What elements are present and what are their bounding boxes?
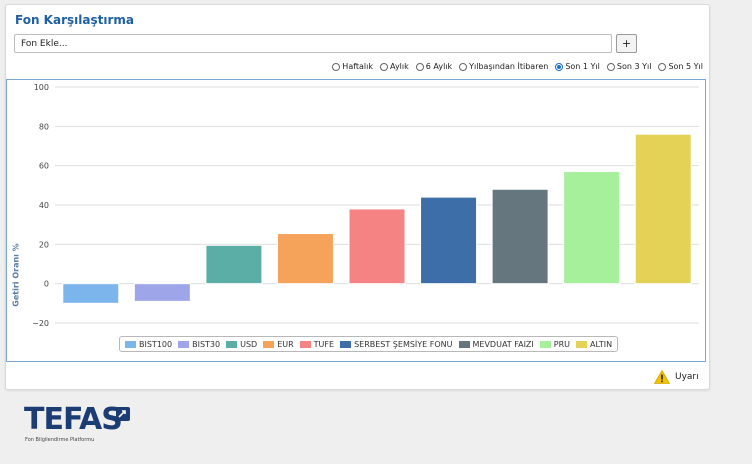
chart-legend: BIST100 BIST30 USD EUR TUFE SERBEST ŞEMSİYE F…	[119, 336, 619, 352]
legend-label: TUFE	[313, 339, 335, 349]
period-option-monthly[interactable]: Aylık	[380, 62, 409, 71]
legend-label: BIST30	[192, 339, 221, 349]
legend-swatch	[178, 340, 190, 348]
warning-label: Uyarı	[675, 372, 699, 382]
tefas-logo: TEFAS Fon Bilgilendirme Platformu	[24, 402, 130, 443]
panel-title: Fon Karşılaştırma	[15, 13, 134, 27]
legend-swatch	[226, 340, 238, 348]
bar-pru[interactable]	[563, 171, 621, 285]
radio-icon[interactable]	[415, 62, 424, 71]
warning-link[interactable]: Uyarı	[654, 370, 699, 384]
legend-item[interactable]: MEVDUAT FAIZI	[458, 339, 534, 349]
legend-label: PRU	[553, 339, 571, 349]
returns-bar-chart: 100 80 60 40 20 0 −20	[32, 83, 699, 328]
legend-item[interactable]: ALTIN	[576, 340, 612, 349]
period-option-6-months[interactable]: 6 Aylık	[415, 62, 452, 71]
bar-tufe[interactable]	[348, 208, 406, 285]
period-option-5-years[interactable]: Son 5 Yıl	[658, 62, 703, 71]
legend-item[interactable]: TUFE	[299, 339, 335, 349]
radio-icon[interactable]	[658, 62, 667, 71]
y-tick-label: 80	[39, 122, 49, 131]
legend-label: BIST100	[139, 339, 173, 349]
logo-mark-icon	[116, 407, 130, 421]
bar-bist100[interactable]	[62, 283, 120, 304]
fund-add-input[interactable]	[14, 34, 612, 53]
legend-swatch	[539, 340, 551, 348]
legend-item[interactable]: PRU	[539, 339, 571, 349]
legend-item[interactable]: BIST30	[178, 340, 220, 349]
y-tick-label: −20	[32, 319, 49, 328]
legend-swatch	[299, 340, 311, 348]
y-tick-label: 20	[39, 240, 49, 249]
y-tick-label: 100	[34, 83, 49, 92]
y-tick-label: 60	[39, 162, 49, 171]
chart-container: 100 80 60 40 20 0 −20 Getiri Oranı %	[6, 79, 706, 362]
logo-text: TEFAS	[24, 402, 123, 437]
legend-label: SERBEST ŞEMSİYE FONU	[354, 339, 453, 349]
radio-icon[interactable]	[606, 62, 615, 71]
y-tick-label: 0	[44, 280, 49, 289]
radio-selected-icon[interactable]	[555, 62, 564, 71]
bar-usd[interactable]	[205, 244, 263, 285]
fund-comparison-panel: Fon Karşılaştırma + Haftalık Aylık 6 Ayl…	[5, 4, 710, 390]
y-axis-label: Getiri Oranı %	[11, 243, 21, 307]
add-fund-button[interactable]: +	[616, 34, 637, 53]
legend-item[interactable]: USD	[226, 340, 257, 349]
y-tick-label: 40	[39, 201, 49, 210]
bar-eur[interactable]	[276, 233, 334, 285]
warning-icon	[654, 370, 670, 384]
legend-item[interactable]: BIST100	[125, 340, 172, 349]
period-option-3-years[interactable]: Son 3 Yıl	[606, 62, 651, 71]
legend-label: EUR	[277, 339, 294, 349]
legend-swatch	[340, 340, 352, 348]
radio-icon[interactable]	[332, 62, 341, 71]
logo-subtitle: Fon Bilgilendirme Platformu	[25, 437, 95, 443]
legend-swatch	[576, 340, 588, 348]
period-option-ytd[interactable]: Yılbaşından İtibaren	[459, 62, 548, 71]
legend-label: ALTIN	[590, 339, 613, 349]
bar-bist30[interactable]	[133, 283, 191, 302]
legend-item[interactable]: EUR	[263, 339, 294, 349]
legend-swatch	[125, 340, 136, 348]
legend-item[interactable]: SERBEST ŞEMSİYE FONU	[340, 339, 453, 349]
bar-altin[interactable]	[634, 133, 692, 285]
period-option-1-year[interactable]: Son 1 Yıl	[555, 62, 600, 71]
radio-icon[interactable]	[459, 62, 468, 71]
bar-mevduat-faizi[interactable]	[491, 188, 549, 285]
legend-label: USD	[240, 339, 258, 349]
legend-swatch	[458, 340, 470, 348]
bar-serbest-emsi-ye-fonu[interactable]	[420, 196, 478, 285]
legend-swatch	[263, 340, 275, 348]
radio-icon[interactable]	[380, 62, 389, 71]
period-selector: Haftalık Aylık 6 Aylık Yılbaşından İtiba…	[332, 62, 703, 71]
period-option-weekly[interactable]: Haftalık	[332, 62, 373, 71]
legend-label: MEVDUAT FAIZI	[472, 339, 534, 349]
